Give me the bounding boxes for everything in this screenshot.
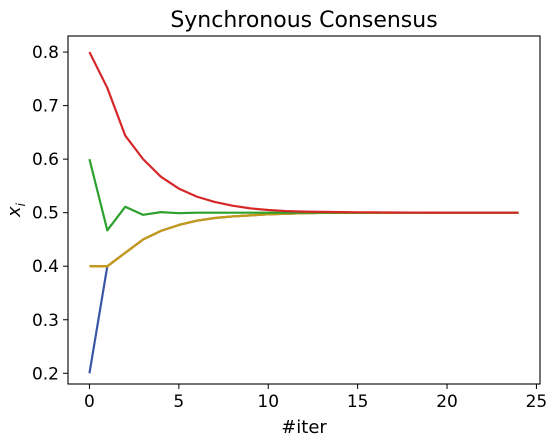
- y-axis-label-main: x: [4, 206, 25, 218]
- y-tick-label: 0.5: [32, 204, 59, 224]
- series-line-2: [89, 211, 519, 268]
- x-tick-label: 15: [347, 392, 369, 412]
- y-tick-label: 0.2: [32, 364, 59, 384]
- y-tick-label: 0.8: [32, 43, 59, 63]
- x-tick-label: 20: [436, 392, 458, 412]
- series-layer: [88, 51, 519, 374]
- x-tick-label: 0: [84, 392, 95, 412]
- series-line-5: [88, 51, 519, 214]
- y-axis: 0.2 0.3 0.4 0.5 0.6 0.7 0.8: [32, 43, 68, 384]
- series-line-3: [89, 211, 519, 268]
- y-tick-label: 0.4: [32, 257, 59, 277]
- y-tick-label: 0.6: [32, 150, 59, 170]
- svg-text:xi: xi: [4, 202, 28, 218]
- y-axis-label-subscript: i: [14, 202, 28, 206]
- x-tick-label: 5: [173, 392, 184, 412]
- x-tick-label: 25: [526, 392, 548, 412]
- y-tick-label: 0.7: [32, 97, 59, 117]
- y-axis-label: xi: [4, 202, 28, 218]
- plot-frame: [67, 35, 541, 385]
- x-tick-label: 10: [257, 392, 279, 412]
- chart-title: Synchronous Consensus: [170, 8, 437, 33]
- x-axis-label: #iter: [281, 417, 327, 438]
- series-line-1: [88, 211, 519, 374]
- x-axis: 0 5 10 15 20 25: [84, 384, 547, 412]
- y-tick-label: 0.3: [32, 311, 59, 331]
